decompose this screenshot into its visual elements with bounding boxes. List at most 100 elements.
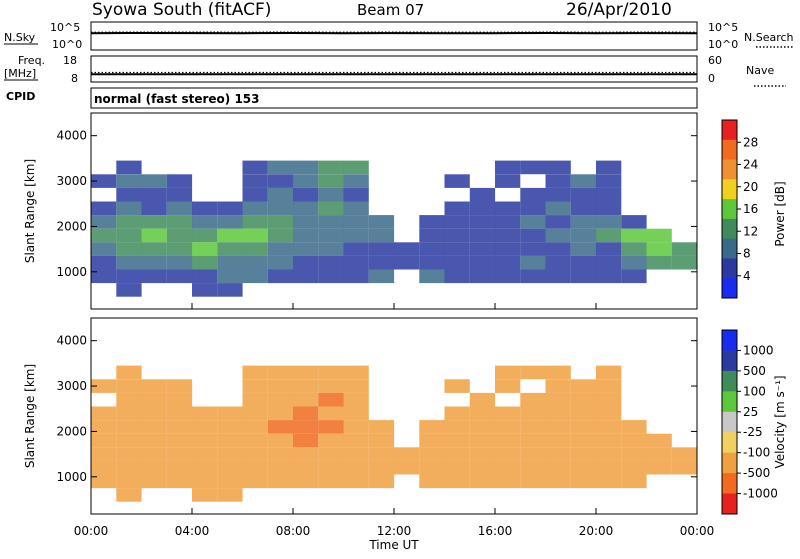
power-colorbar-swatch — [722, 278, 737, 298]
power-colorbar-swatch — [722, 140, 737, 160]
nave-tick-top: 60 — [708, 54, 722, 67]
power-cell — [318, 174, 343, 188]
nsky-panel-frame — [91, 22, 697, 50]
velocity-cell — [419, 461, 444, 475]
velocity-cell — [344, 393, 369, 407]
power-cell — [621, 242, 646, 256]
velocity-cell — [571, 461, 596, 475]
velocity-cell — [520, 475, 545, 489]
power-cell — [318, 188, 343, 202]
time-tick-label: 12:00 — [377, 524, 412, 538]
velocity-y-tick-label: 4000 — [56, 334, 87, 348]
power-cell — [596, 202, 621, 216]
velocity-cell — [344, 475, 369, 489]
velocity-cell — [520, 393, 545, 407]
velocity-cell — [192, 488, 217, 502]
power-cell — [445, 202, 470, 216]
power-cell — [293, 202, 318, 216]
power-cell — [268, 229, 293, 243]
velocity-cell — [293, 475, 318, 489]
power-cell — [167, 202, 192, 216]
velocity-cell — [243, 379, 268, 393]
power-cell — [142, 256, 167, 270]
cpid-label: CPID — [6, 90, 35, 103]
power-cell — [571, 202, 596, 216]
velocity-cell — [394, 447, 419, 461]
power-cell — [243, 229, 268, 243]
velocity-cell — [672, 447, 697, 461]
power-cell — [495, 215, 520, 229]
power-cell — [470, 270, 495, 284]
velocity-cell — [293, 379, 318, 393]
velocity-cell — [470, 434, 495, 448]
power-cell — [243, 188, 268, 202]
velocity-cell — [116, 447, 141, 461]
power-cell — [116, 188, 141, 202]
velocity-cell — [672, 461, 697, 475]
velocity-cell — [571, 393, 596, 407]
power-cell — [293, 256, 318, 270]
velocity-y-tick-label: 1000 — [56, 470, 87, 484]
power-ylabel: Slant Range [km] — [23, 159, 37, 263]
freq-tick-bottom: 8 — [71, 72, 78, 85]
power-y-tick-label: 3000 — [56, 174, 87, 188]
velocity-cell — [116, 366, 141, 380]
freq-unit: [MHz] — [4, 67, 36, 80]
velocity-cell — [243, 393, 268, 407]
velocity-cell — [142, 434, 167, 448]
power-cell — [571, 215, 596, 229]
power-cell — [571, 229, 596, 243]
velocity-cell — [546, 393, 571, 407]
velocity-cell — [318, 420, 343, 434]
power-cell — [520, 229, 545, 243]
power-cell — [268, 242, 293, 256]
power-cell — [344, 270, 369, 284]
power-cell — [116, 229, 141, 243]
power-cell — [243, 270, 268, 284]
power-cell — [419, 242, 444, 256]
velocity-cell — [571, 420, 596, 434]
velocity-cell — [596, 420, 621, 434]
power-cell — [520, 161, 545, 175]
power-cell — [647, 229, 672, 243]
velocity-cell — [647, 447, 672, 461]
power-colorbar-swatch — [722, 219, 737, 239]
power-cell — [192, 270, 217, 284]
power-cell — [546, 215, 571, 229]
power-cell — [495, 161, 520, 175]
beam-label: Beam 07 — [357, 1, 424, 19]
power-cell — [647, 256, 672, 270]
power-cell — [217, 256, 242, 270]
power-cell — [116, 215, 141, 229]
velocity-cell — [142, 447, 167, 461]
velocity-cell — [596, 434, 621, 448]
power-cell — [318, 242, 343, 256]
velocity-colorbar-swatch — [722, 453, 737, 474]
power-cell — [445, 270, 470, 284]
power-cell — [672, 256, 697, 270]
velocity-cell — [167, 461, 192, 475]
power-cell — [520, 270, 545, 284]
velocity-cell — [116, 434, 141, 448]
nave-label: Nave — [746, 64, 774, 77]
velocity-cell — [571, 434, 596, 448]
power-cell — [546, 256, 571, 270]
power-cell — [91, 256, 116, 270]
velocity-cell — [167, 393, 192, 407]
velocity-cell — [142, 420, 167, 434]
velocity-cell — [596, 393, 621, 407]
power-colorbar-label: 16 — [743, 202, 758, 216]
power-colorbar-label: 8 — [743, 247, 751, 261]
velocity-cell — [571, 407, 596, 421]
velocity-cell — [293, 420, 318, 434]
velocity-cell — [192, 420, 217, 434]
power-cell — [470, 188, 495, 202]
power-cell — [470, 215, 495, 229]
power-cell — [520, 188, 545, 202]
velocity-cell — [495, 379, 520, 393]
velocity-cell — [217, 488, 242, 502]
velocity-cell — [192, 447, 217, 461]
velocity-cell — [167, 379, 192, 393]
velocity-colorbar-label: 500 — [743, 364, 766, 378]
power-cell — [142, 229, 167, 243]
